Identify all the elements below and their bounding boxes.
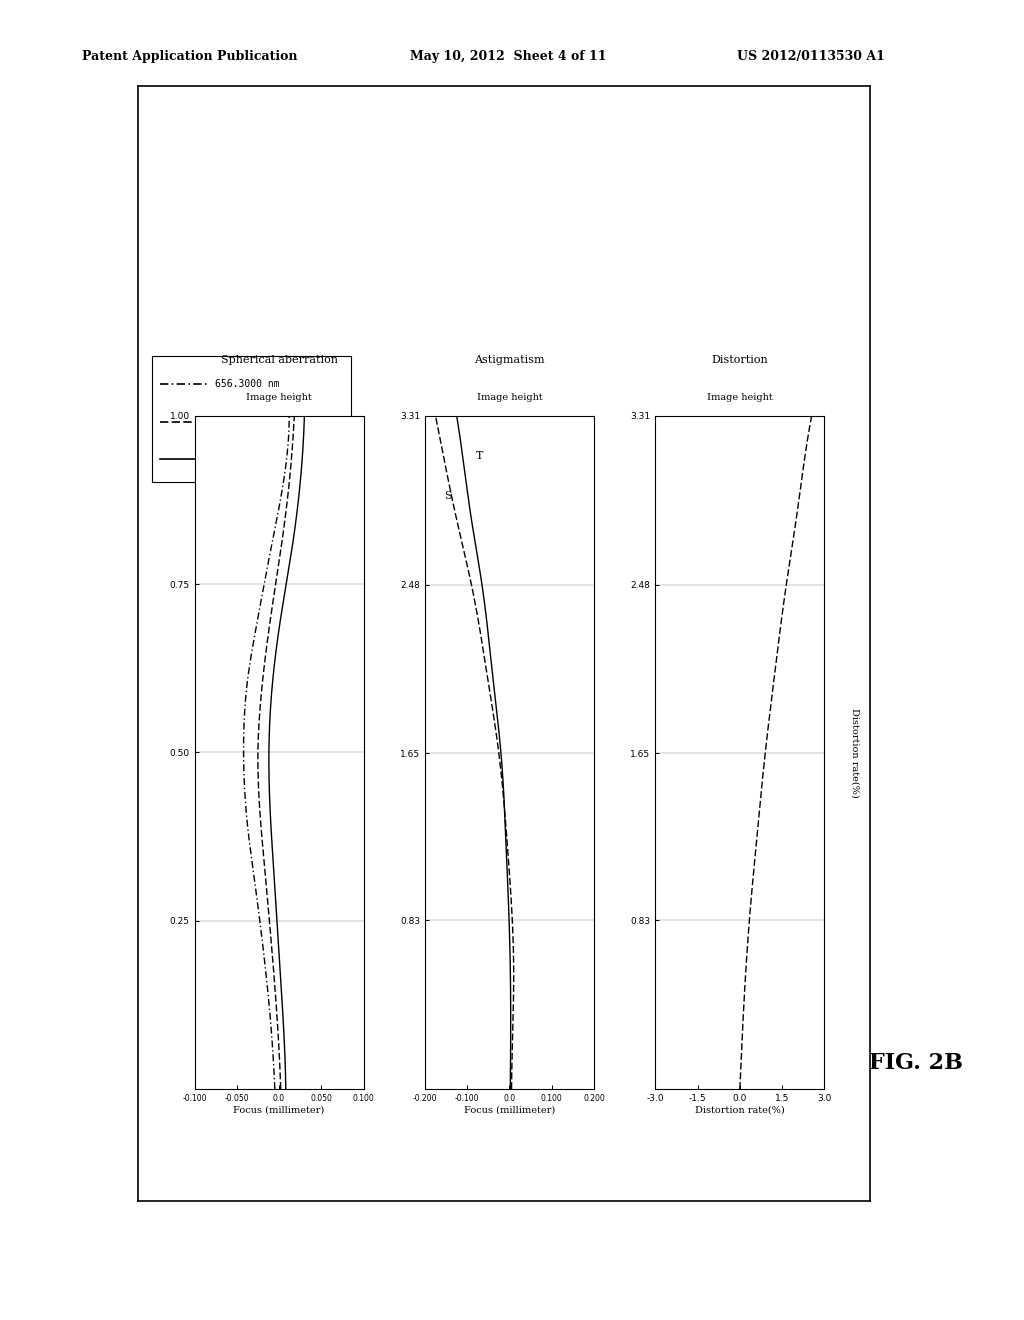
Text: US 2012/0113530 A1: US 2012/0113530 A1: [737, 50, 885, 63]
Text: Patent Application Publication: Patent Application Publication: [82, 50, 297, 63]
Text: 587.6000 nm: 587.6000 nm: [215, 417, 281, 426]
Text: S: S: [444, 491, 452, 502]
X-axis label: Focus (millimeter): Focus (millimeter): [464, 1106, 555, 1114]
Text: FIG. 2B: FIG. 2B: [869, 1052, 964, 1073]
Text: T: T: [475, 450, 483, 461]
Text: 656.3000 nm: 656.3000 nm: [215, 379, 281, 389]
X-axis label: Distortion rate(%): Distortion rate(%): [695, 1106, 784, 1114]
Text: Astigmatism: Astigmatism: [474, 355, 545, 366]
Text: Image height: Image height: [476, 393, 543, 403]
Text: Distortion: Distortion: [712, 355, 768, 366]
Text: Image height: Image height: [707, 393, 773, 403]
Text: Distortion rate(%): Distortion rate(%): [851, 708, 859, 797]
Text: May 10, 2012  Sheet 4 of 11: May 10, 2012 Sheet 4 of 11: [410, 50, 606, 63]
X-axis label: Focus (millimeter): Focus (millimeter): [233, 1106, 325, 1114]
Text: Image height: Image height: [246, 393, 312, 403]
Text: Spherical aberration: Spherical aberration: [220, 355, 338, 366]
Text: 486.1000 nm: 486.1000 nm: [215, 454, 281, 465]
